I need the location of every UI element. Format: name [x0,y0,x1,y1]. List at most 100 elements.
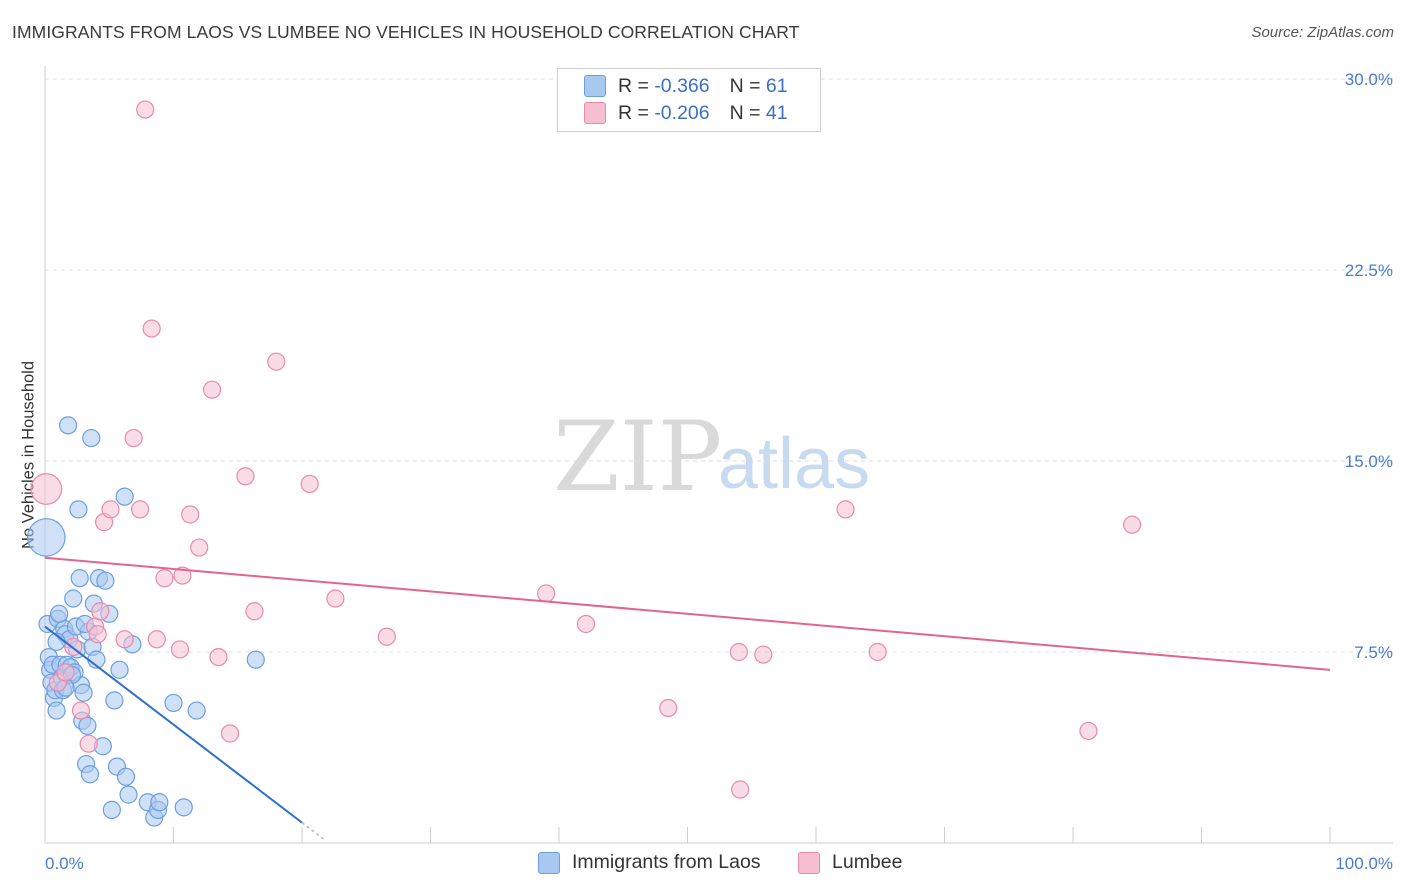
series-legend-label-laos: Immigrants from Laos [572,851,761,873]
lumbee-point [170,640,190,659]
series-legend-label-lumbee: Lumbee [832,851,903,873]
y-tick-label: 30.0% [1345,70,1393,89]
lumbee-point [30,473,63,505]
lumbee-point [754,645,773,664]
lumbee-point [245,602,264,621]
laos-trend-extension [301,822,326,841]
laos-point [82,428,101,448]
lumbee-point [91,602,110,621]
lumbee-point [115,630,134,649]
lumbee-point [142,319,161,338]
laos-point [174,798,193,817]
legend-swatch-lumbee [584,102,606,124]
laos-point [105,691,124,710]
legend-n-label: N = [729,101,761,124]
laos-point [119,785,138,804]
laos-point [78,716,97,735]
x-tick-label-min: 0.0% [45,854,84,873]
y-tick-label: 7.5% [1354,643,1393,662]
laos-point [69,500,88,519]
lumbee-point [124,428,143,448]
lumbee-point [729,642,749,662]
lumbee-point [377,627,396,646]
laos-point [150,793,169,812]
lumbee-point [836,500,855,519]
series-legend-item-laos[interactable]: Immigrants from Laos [538,851,761,874]
lumbee-point [868,642,887,662]
y-tick-label: 15.0% [1345,452,1393,471]
lumbee-trend-line [44,556,1331,671]
lumbee-point [155,569,174,588]
lumbee-point [101,500,120,519]
legend-r-label: R = [618,74,649,97]
chart-title: IMMIGRANTS FROM LAOS VS LUMBEE NO VEHICL… [12,22,800,42]
lumbee-point [576,614,596,634]
lumbee-point [537,584,556,603]
lumbee-point [190,538,209,557]
trend-lines [44,556,1331,841]
laos-point [96,571,115,590]
lumbee-point [659,698,678,718]
laos-point [50,604,69,623]
legend-r-value-lumbee: -0.206 [654,101,710,124]
legend-n-label: N = [729,74,761,97]
lumbee-point [173,566,192,585]
axes [44,66,1393,844]
watermark-atlas-text: atlas [718,424,870,504]
laos-point [59,416,78,435]
grid-lines [45,78,1393,653]
lumbee-point [181,505,200,524]
series-legend-item-lumbee[interactable]: Lumbee [798,851,902,874]
laos-point [246,650,265,669]
lumbee-point [731,780,750,799]
lumbee-point [267,352,286,371]
laos-point [80,765,100,784]
tick-labels: 7.5% 15.0% 22.5% 30.0% 0.0% 100.0% [45,70,1393,873]
stats-legend: R = -0.366 N = 61 R = -0.206 N = 41 [557,68,821,132]
laos-point [64,589,83,608]
lumbee-point [236,467,255,486]
legend-r-value-laos: -0.366 [654,74,710,97]
lumbee-point [220,724,240,743]
laos-point [70,569,89,588]
laos-trend-line [44,625,303,824]
laos-point [102,800,121,819]
series-legend-swatch-lumbee [798,851,820,874]
lumbee-point [1123,515,1142,534]
legend-row-lumbee: R = -0.206 N = 41 [584,100,788,126]
series-legend-swatch-laos [538,851,560,874]
series-legend: Immigrants from Laos Lumbee [0,851,1406,877]
lumbee-point [326,589,345,608]
laos-point [187,701,206,720]
source-credit: Source: ZipAtlas.com [1251,24,1394,41]
watermark-zip-text: ZIP [553,401,722,513]
watermark: ZIP atlas [553,401,870,513]
lumbee-point [79,734,98,753]
laos-point [115,487,134,506]
lumbee-point [130,500,150,519]
lumbee-point [202,380,222,399]
laos-point [164,693,183,713]
legend-swatch-laos [584,75,606,97]
lumbee-point [71,701,91,720]
legend-n-value-laos: 61 [765,74,788,97]
laos-point [26,518,66,557]
lumbee-point [147,630,166,649]
lumbee-point [56,663,75,682]
legend-n-value-lumbee: 41 [765,101,788,124]
lumbee-point [1079,721,1098,741]
lumbee-point [300,474,319,494]
laos-point [116,767,136,786]
lumbee-point [136,100,155,119]
laos-point [47,701,66,720]
x-tick-label-max: 100.0% [1335,854,1393,873]
laos-point [74,683,93,702]
lumbee-point [209,647,228,667]
legend-row-laos: R = -0.366 N = 61 [584,73,788,99]
data-points [26,100,1142,827]
y-tick-label: 22.5% [1345,261,1393,280]
lumbee-point [88,625,107,644]
legend-r-label: R = [618,101,649,124]
laos-point [110,660,129,679]
